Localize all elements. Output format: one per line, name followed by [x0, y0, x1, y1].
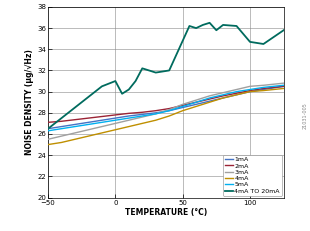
Y-axis label: NOISE DENSITY (μg/√Hz): NOISE DENSITY (μg/√Hz): [25, 49, 34, 155]
Legend: 1mA, 2mA, 3mA, 4mA, 5mA, 4mA TO 20mA: 1mA, 2mA, 3mA, 4mA, 5mA, 4mA TO 20mA: [223, 155, 282, 196]
Text: 21031-005: 21031-005: [303, 102, 308, 129]
X-axis label: TEMPERATURE (°C): TEMPERATURE (°C): [125, 208, 207, 217]
